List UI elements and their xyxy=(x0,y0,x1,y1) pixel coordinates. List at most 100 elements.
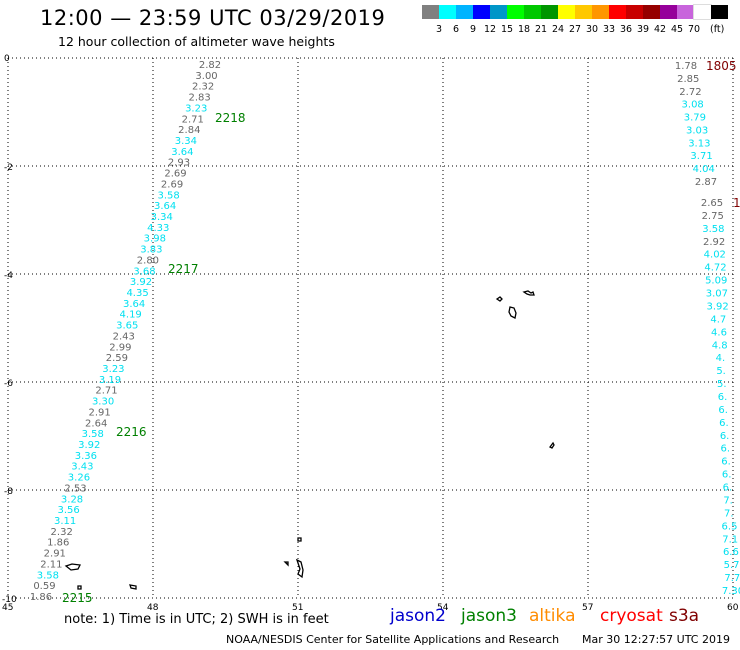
wave-height-reading: 4.8 xyxy=(712,340,728,351)
wave-height-reading: 3.64 xyxy=(154,201,176,212)
legend-label: 33 xyxy=(602,24,616,35)
island-outline xyxy=(549,441,555,449)
wave-height-reading: 3.26 xyxy=(68,473,90,484)
wave-height-reading: 2.65 xyxy=(701,198,723,209)
satellite-jason3: jason3 xyxy=(461,606,517,626)
wave-height-reading: 4.19 xyxy=(120,310,142,321)
wave-height-reading: 3.36 xyxy=(75,451,97,462)
y-tick-label: -8 xyxy=(4,487,13,497)
wave-height-reading: 4.7 xyxy=(710,314,726,325)
wave-height-reading: 3.68 xyxy=(133,266,155,277)
wave-height-reading: 4.04 xyxy=(693,164,715,175)
wave-height-reading: 3.23 xyxy=(185,103,207,114)
legend-swatch xyxy=(507,5,524,19)
wave-height-reading: 3.58 xyxy=(37,570,59,581)
legend-swatch xyxy=(575,5,592,19)
wave-height-reading: 2.53 xyxy=(64,483,86,494)
y-tick-label: 0 xyxy=(4,54,10,64)
wave-height-reading: 2.80 xyxy=(137,255,159,266)
wave-height-reading: 3.92 xyxy=(78,440,100,451)
legend-swatch xyxy=(490,5,507,19)
island-outline xyxy=(508,306,517,319)
wave-height-reading: 3.98 xyxy=(144,234,166,245)
wave-height-reading: 4.72 xyxy=(704,263,726,274)
legend-label: 39 xyxy=(636,24,650,35)
wave-height-reading: 3.65 xyxy=(116,321,138,332)
wave-height-reading: 5.09 xyxy=(705,276,727,287)
wave-height-reading: 3.58 xyxy=(82,429,104,440)
wave-height-reading: 3.79 xyxy=(684,113,706,124)
wave-height-reading: 2.71 xyxy=(182,114,204,125)
pass-time-label: 2215 xyxy=(62,591,93,605)
wave-height-reading: 7. xyxy=(723,495,733,506)
x-tick-label: 54 xyxy=(437,603,449,613)
legend-label: 15 xyxy=(500,24,514,35)
legend-swatch xyxy=(660,5,677,19)
wave-height-reading: 2.99 xyxy=(109,342,131,353)
wave-height-reading: 3.83 xyxy=(140,245,162,256)
x-tick-label: 48 xyxy=(147,603,159,613)
wave-height-reading: 3.64 xyxy=(171,147,193,158)
legend-swatch xyxy=(558,5,575,19)
legend-label: 24 xyxy=(551,24,565,35)
legend-label: 42 xyxy=(653,24,667,35)
wave-height-reading: 3.34 xyxy=(175,136,197,147)
wave-height-reading: 6. xyxy=(720,431,730,442)
wave-height-reading: 4. xyxy=(716,353,726,364)
wave-height-reading: 5.7 xyxy=(724,560,740,571)
wave-height-reading: 4.33 xyxy=(147,223,169,234)
legend-swatch xyxy=(693,4,712,20)
pass-time-label: 2216 xyxy=(116,425,147,439)
wave-height-reading: 5. xyxy=(717,379,727,390)
legend-label: 45 xyxy=(670,24,684,35)
legend-swatch xyxy=(609,5,626,19)
island-outline xyxy=(295,558,304,579)
wave-height-reading: 2.64 xyxy=(85,418,107,429)
legend-swatch xyxy=(711,5,728,19)
legend-label: 30 xyxy=(585,24,599,35)
wave-height-reading: 3.71 xyxy=(690,151,712,162)
satellite-s3a: s3a xyxy=(669,606,700,626)
wave-height-reading: 2.59 xyxy=(106,353,128,364)
x-tick-label: 60 xyxy=(727,603,739,613)
wave-height-reading: 2.71 xyxy=(95,386,117,397)
legend-swatch xyxy=(422,5,439,19)
map-subtitle: 12 hour collection of altimeter wave hei… xyxy=(58,34,335,49)
credit-text: NOAA/NESDIS Center for Satellite Applica… xyxy=(226,633,560,646)
wave-height-reading: 3.00 xyxy=(195,71,217,82)
wave-height-reading: 6. xyxy=(723,483,733,494)
legend-label: 27 xyxy=(568,24,582,35)
wave-height-reading: 4.6 xyxy=(711,327,727,338)
wave-height-reading: 6. xyxy=(718,405,728,416)
satellite-cryosat: cryosat xyxy=(600,606,663,626)
legend-label: 70 xyxy=(687,24,701,35)
wave-height-reading: 3.23 xyxy=(102,364,124,375)
legend-swatch xyxy=(439,5,456,19)
wave-height-reading: 2.72 xyxy=(679,87,701,98)
wave-height-reading: 6. xyxy=(719,418,729,429)
wave-height-reading: 3.64 xyxy=(123,299,145,310)
legend-label: 18 xyxy=(517,24,531,35)
note-text: note: 1) Time is in UTC; 2) SWH is in fe… xyxy=(64,612,329,627)
wave-height-reading: 3.03 xyxy=(686,125,708,136)
wave-height-reading: 6. xyxy=(722,470,732,481)
legend-swatch xyxy=(677,5,694,19)
wave-height-reading: 2.82 xyxy=(199,60,221,71)
wave-height-reading: 2.32 xyxy=(51,527,73,538)
wave-height-reading: 3.58 xyxy=(157,190,179,201)
wave-height-reading: 6. xyxy=(718,392,728,403)
legend-unit: (ft) xyxy=(710,24,725,35)
x-tick-label: 45 xyxy=(2,603,13,613)
wave-height-reading: 2.75 xyxy=(702,211,724,222)
wave-height-reading: 7.1 xyxy=(722,534,738,545)
wave-height-reading: 3.34 xyxy=(151,212,173,223)
wave-height-reading: 2.92 xyxy=(703,237,725,248)
wave-height-reading: 2.83 xyxy=(189,93,211,104)
wave-height-reading: 2.11 xyxy=(40,559,62,570)
wave-height-reading: 3.43 xyxy=(71,462,93,473)
legend-swatch xyxy=(524,5,541,19)
wave-height-reading: 3.58 xyxy=(702,224,724,235)
wave-height-reading: 2.85 xyxy=(677,74,699,85)
wave-height-reading: 3.13 xyxy=(688,138,710,149)
wave-height-reading: 3.11 xyxy=(54,516,76,527)
